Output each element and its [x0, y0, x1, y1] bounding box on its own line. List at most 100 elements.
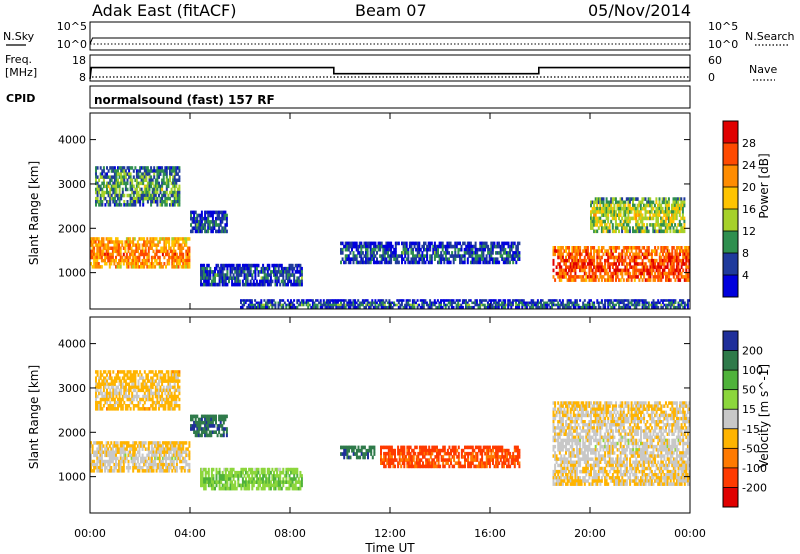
echo-cell: [302, 299, 305, 302]
echo-cell: [191, 220, 194, 224]
echo-cell: [105, 252, 108, 257]
echo-cell: [498, 260, 501, 265]
echo-cell: [349, 244, 352, 249]
echo-cell: [117, 400, 119, 405]
echo-cell: [129, 262, 132, 266]
echo-cell: [305, 301, 308, 305]
echo-cell: [162, 181, 165, 186]
echo-cell: [113, 196, 116, 201]
echo-cell: [608, 252, 611, 257]
echo-cell: [136, 258, 139, 263]
echo-cell: [657, 203, 659, 208]
echo-cell: [212, 270, 215, 274]
echo-cell: [94, 258, 97, 263]
echo-cell: [351, 244, 353, 249]
echo-cell: [164, 190, 167, 195]
echo-cell: [161, 404, 164, 408]
echo-cell: [499, 247, 502, 252]
echo-cell: [99, 391, 102, 396]
echo-cell: [268, 301, 271, 305]
echo-cell: [118, 462, 121, 467]
echo-cell: [102, 258, 105, 263]
echo-cell: [505, 241, 508, 246]
echo-cell: [167, 370, 170, 374]
echo-cell: [130, 240, 133, 244]
echo-cell: [211, 213, 214, 218]
echo-cell: [171, 447, 174, 451]
echo-cell: [610, 200, 613, 205]
echo-cell: [607, 213, 610, 217]
echo-cell: [113, 397, 116, 402]
echo-cell: [643, 197, 645, 201]
echo-cell: [437, 247, 439, 252]
echo-cell: [672, 258, 675, 263]
echo-cell: [109, 203, 112, 207]
echo-cell: [546, 305, 549, 309]
echo-cell: [552, 258, 555, 263]
echo-cell: [440, 254, 443, 258]
echo-cell: [504, 299, 507, 302]
echo-cell: [109, 187, 112, 192]
echo-cell: [128, 172, 131, 176]
echo-cell: [630, 197, 633, 201]
echo-cell: [433, 301, 436, 305]
echo-cell: [257, 303, 260, 307]
echo-cell: [653, 226, 656, 230]
echo-cell: [146, 469, 149, 473]
echo-cell: [117, 196, 119, 201]
echo-cell: [313, 305, 316, 309]
echo-cell: [347, 305, 350, 309]
echo-cell: [99, 459, 102, 464]
echo-cell: [667, 219, 670, 224]
echo-cell: [128, 175, 131, 179]
echo-cell: [640, 255, 642, 260]
echo-cell: [223, 266, 226, 271]
echo-cell: [150, 391, 153, 396]
echo-cell: [433, 251, 436, 255]
echo-cell: [202, 226, 205, 230]
echo-cell: [666, 210, 669, 214]
echo-cell: [630, 255, 633, 260]
echo-cell: [635, 268, 638, 273]
echo-cell: [643, 301, 646, 305]
echo-cell: [185, 262, 188, 266]
echo-cell: [102, 444, 105, 448]
echo-cell: [182, 459, 185, 464]
echo-cell: [222, 229, 225, 234]
echo-cell: [561, 305, 564, 309]
echo-cell: [183, 265, 186, 269]
echo-cell: [154, 404, 157, 408]
echo-cell: [226, 263, 229, 268]
echo-cell: [607, 271, 610, 276]
echo-cell: [646, 226, 649, 230]
echo-cell: [95, 397, 97, 402]
echo-cell: [615, 299, 617, 302]
echo-cell: [585, 252, 588, 257]
echo-cell: [135, 196, 138, 201]
echo-cell: [672, 210, 675, 214]
echo-cell: [173, 181, 176, 186]
echo-cell: [107, 169, 110, 173]
echo-cell: [663, 229, 666, 234]
echo-cell: [452, 257, 455, 261]
echo-cell: [142, 175, 145, 179]
echo-cell: [260, 276, 263, 280]
echo-cell: [575, 301, 578, 305]
echo-cell: [675, 265, 678, 269]
echo-cell: [621, 258, 624, 263]
echo-cell: [150, 469, 153, 473]
echo-cell: [644, 262, 647, 266]
echo-cell: [307, 301, 310, 305]
echo-cell: [672, 301, 675, 305]
echo-cell: [360, 251, 363, 255]
echo-cell: [667, 226, 670, 230]
echo-cell: [91, 462, 94, 467]
echo-cell: [632, 229, 634, 234]
echo-cell: [231, 282, 234, 287]
echo-cell: [599, 275, 602, 279]
echo-cell: [101, 193, 104, 198]
echo-cell: [222, 210, 225, 215]
echo-cell: [166, 462, 169, 467]
echo-cell: [225, 229, 228, 234]
echo-cell: [288, 279, 291, 284]
